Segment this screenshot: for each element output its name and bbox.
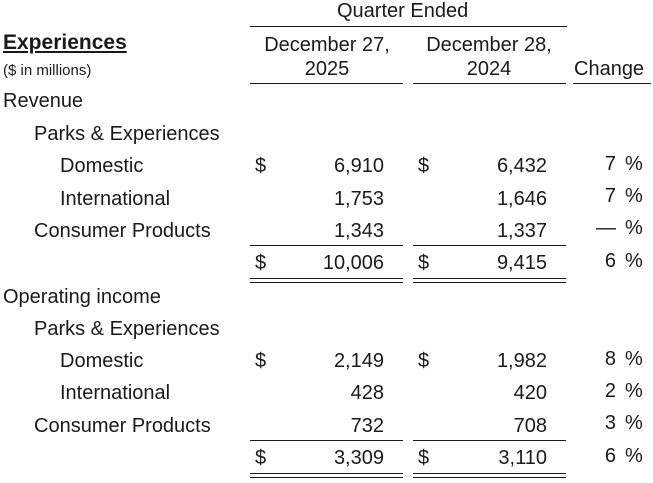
currency-symbol: $ [255, 447, 267, 469]
total-current-value: 10,006 [322, 252, 384, 274]
currency-symbol: $ [255, 350, 267, 372]
quarter-ended-header: Quarter Ended [337, 0, 469, 22]
prior-value: 1,337 [496, 220, 547, 242]
total-double-rule [250, 473, 403, 474]
row-label: Consumer Products [34, 220, 211, 242]
total-double-rule [413, 278, 566, 279]
col1-header-line1: December 27, [264, 34, 390, 56]
section-title: Experiences [3, 31, 127, 54]
subtotal-rule [250, 245, 403, 246]
change-value: — [596, 217, 616, 239]
total-current-value: 3,309 [333, 447, 384, 469]
prior-value: 708 [513, 415, 547, 437]
total-double-rule [413, 477, 566, 478]
subtotal-rule [413, 245, 566, 246]
currency-symbol: $ [418, 447, 430, 469]
current-value: 6,910 [333, 155, 384, 177]
current-value: 1,343 [333, 220, 384, 242]
row-label: International [60, 382, 171, 404]
col2-header-line2: 2024 [466, 58, 512, 80]
total-double-rule [413, 473, 566, 474]
col1-header-line2: 2025 [304, 58, 350, 80]
total-double-rule [413, 282, 566, 283]
change-value: 3 [604, 412, 616, 434]
row-label: International [60, 188, 171, 210]
currency-symbol: $ [418, 252, 430, 274]
revenue-label: Revenue [3, 90, 84, 112]
col1-header-underline [250, 83, 403, 84]
prior-value: 420 [513, 382, 547, 404]
quarter-ended-underline [250, 26, 567, 27]
total-double-rule [250, 282, 403, 283]
change-value: 7 [604, 185, 616, 207]
total-change-value: 6 [604, 445, 616, 467]
col2-header-line1: December 28, [426, 34, 552, 56]
prior-value: 6,432 [496, 155, 547, 177]
currency-symbol: $ [255, 155, 267, 177]
subtotal-rule [413, 440, 566, 441]
col2-header-underline [413, 83, 566, 84]
row-label: Consumer Products [34, 415, 211, 437]
total-double-rule [250, 278, 403, 279]
current-value: 2,149 [333, 350, 384, 372]
operating-parks-label: Parks & Experiences [34, 318, 220, 340]
total-prior-value: 3,110 [498, 447, 547, 469]
percent-sign: % [625, 185, 643, 207]
percent-sign: % [625, 153, 643, 175]
percent-sign: % [625, 412, 643, 434]
change-value: 8 [604, 348, 616, 370]
change-header: Change [574, 58, 645, 80]
currency-symbol: $ [255, 252, 267, 274]
subtotal-rule [250, 440, 403, 441]
change-header-underline [573, 83, 651, 84]
percent-sign: % [625, 250, 643, 272]
operating-income-label: Operating income [3, 286, 161, 308]
currency-symbol: $ [418, 155, 430, 177]
prior-value: 1,982 [496, 350, 547, 372]
current-value: 428 [350, 382, 384, 404]
change-value: 2 [604, 380, 616, 402]
revenue-parks-label: Parks & Experiences [34, 123, 220, 145]
currency-symbol: $ [418, 350, 430, 372]
total-double-rule [250, 477, 403, 478]
units-note: ($ in millions) [3, 62, 92, 79]
current-value: 1,753 [333, 188, 384, 210]
row-label: Domestic [60, 155, 144, 177]
prior-value: 1,646 [496, 188, 547, 210]
percent-sign: % [625, 445, 643, 467]
row-label: Domestic [60, 350, 144, 372]
percent-sign: % [625, 348, 643, 370]
change-value: 7 [604, 153, 616, 175]
total-change-value: 6 [604, 250, 616, 272]
percent-sign: % [625, 380, 643, 402]
percent-sign: % [625, 217, 643, 239]
current-value: 732 [350, 415, 384, 437]
total-prior-value: 9,415 [496, 252, 547, 274]
